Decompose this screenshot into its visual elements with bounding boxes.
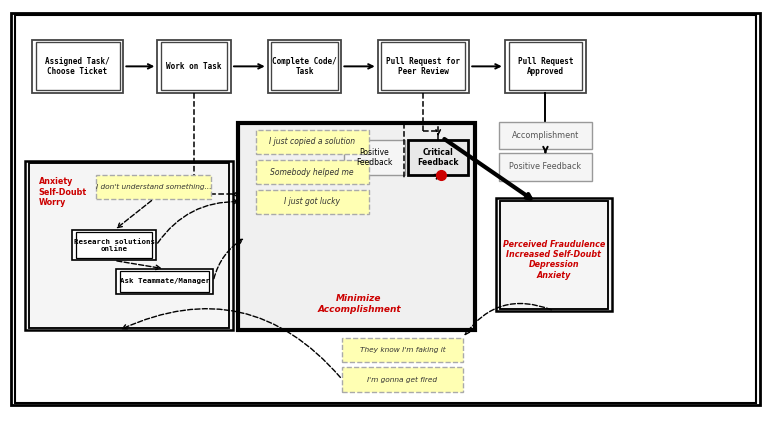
Text: I just got lucky: I just got lucky — [284, 197, 340, 206]
Text: Positive
Feedback: Positive Feedback — [356, 148, 392, 167]
Text: Perceived Fraudulence
Increased Self-Doubt
Depression
Anxiety: Perceived Fraudulence Increased Self-Dou… — [503, 240, 605, 280]
Text: Anxiety
Self-Doubt
Worry: Anxiety Self-Doubt Worry — [39, 177, 87, 207]
Bar — [408, 140, 469, 175]
Bar — [499, 153, 592, 181]
Bar — [256, 160, 369, 184]
Text: I'm gonna get fired: I'm gonna get fired — [367, 376, 438, 383]
Bar — [342, 338, 463, 362]
Bar — [32, 40, 123, 92]
Bar — [505, 40, 587, 92]
Text: They know I'm faking it: They know I'm faking it — [360, 347, 445, 353]
Text: Work on Task: Work on Task — [166, 62, 222, 71]
Bar — [239, 123, 476, 330]
Text: Pull Request for
Peer Review: Pull Request for Peer Review — [386, 57, 460, 76]
Text: Critical
Feedback: Critical Feedback — [417, 148, 459, 167]
Bar — [256, 130, 369, 154]
Bar — [342, 368, 463, 392]
Bar — [116, 269, 213, 294]
Bar — [500, 200, 608, 308]
Bar — [268, 40, 342, 92]
Bar — [497, 198, 612, 311]
Text: Ask Teammate/Manager: Ask Teammate/Manager — [119, 279, 210, 284]
Text: Accomplishment: Accomplishment — [512, 131, 579, 140]
Bar — [29, 163, 229, 328]
Text: I just copied a solution: I just copied a solution — [269, 137, 356, 146]
Bar — [161, 42, 227, 90]
Bar — [344, 140, 405, 175]
Text: Complete Code/
Task: Complete Code/ Task — [272, 57, 337, 76]
Bar — [76, 233, 152, 258]
Bar — [509, 42, 583, 90]
Bar — [72, 230, 156, 260]
Bar — [256, 189, 369, 214]
Text: Minimize
Accomplishment: Minimize Accomplishment — [317, 295, 401, 314]
Bar — [36, 42, 119, 90]
Text: I don't understand something...: I don't understand something... — [96, 184, 211, 190]
Text: Research solutions
online: Research solutions online — [73, 239, 154, 252]
Bar — [96, 175, 211, 199]
Bar — [378, 40, 470, 92]
Bar — [120, 271, 209, 292]
Text: Positive Feedback: Positive Feedback — [509, 162, 582, 171]
Bar — [381, 42, 466, 90]
Text: Somebody helped me: Somebody helped me — [271, 168, 354, 176]
Text: Pull Request
Approved: Pull Request Approved — [518, 57, 573, 76]
Bar — [158, 40, 231, 92]
Bar — [499, 122, 592, 149]
Bar — [271, 42, 338, 90]
Bar — [25, 161, 233, 330]
Text: Assigned Task/
Choose Ticket: Assigned Task/ Choose Ticket — [45, 57, 110, 76]
